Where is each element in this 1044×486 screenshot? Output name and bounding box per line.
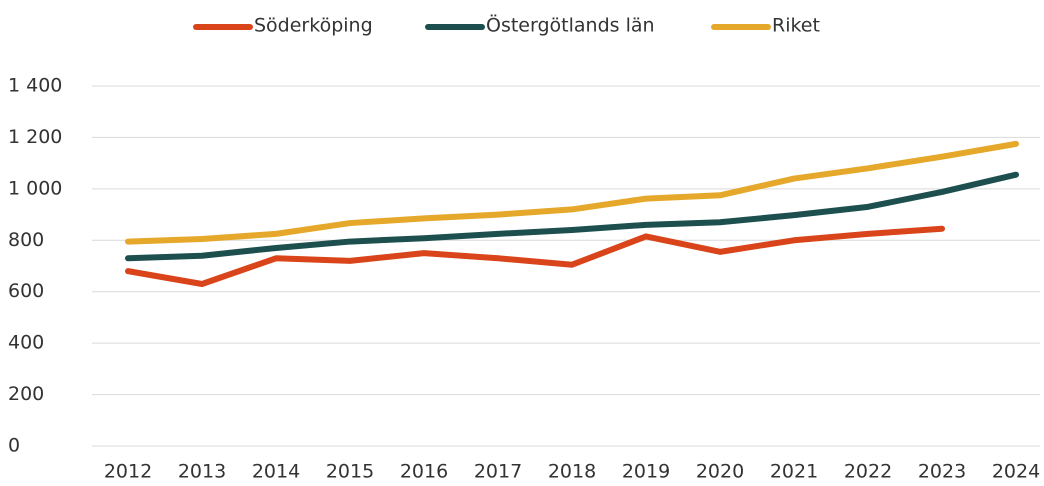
x-tick-label: 2021 xyxy=(770,461,818,483)
y-tick-label: 800 xyxy=(8,229,44,251)
x-tick-label: 2024 xyxy=(992,461,1040,483)
x-tick-label: 2014 xyxy=(252,461,300,483)
x-tick-label: 2018 xyxy=(548,461,596,483)
series-line xyxy=(125,140,1019,245)
x-tick-label: 2022 xyxy=(844,461,892,483)
legend-label: Östergötlands län xyxy=(486,14,655,37)
legend-label: Söderköping xyxy=(254,15,373,37)
y-tick-label: 600 xyxy=(8,280,44,302)
y-tick-label: 200 xyxy=(8,383,44,405)
x-tick-label: 2016 xyxy=(400,461,448,483)
y-tick-label: 1 200 xyxy=(8,126,62,148)
legend-label: Riket xyxy=(772,15,820,37)
series-line xyxy=(125,171,1019,262)
y-tick-label: 1 000 xyxy=(8,177,62,199)
y-tick-label: 1 400 xyxy=(8,75,62,97)
x-tick-label: 2013 xyxy=(178,461,226,483)
y-tick-label: 400 xyxy=(8,332,44,354)
x-tick-label: 2015 xyxy=(326,461,374,483)
x-tick-label: 2012 xyxy=(104,461,152,483)
y-tick-label: 0 xyxy=(8,435,20,457)
x-tick-label: 2019 xyxy=(622,461,670,483)
x-tick-label: 2020 xyxy=(696,461,744,483)
x-tick-label: 2023 xyxy=(918,461,966,483)
x-tick-label: 2017 xyxy=(474,461,522,483)
series-line xyxy=(125,225,945,287)
